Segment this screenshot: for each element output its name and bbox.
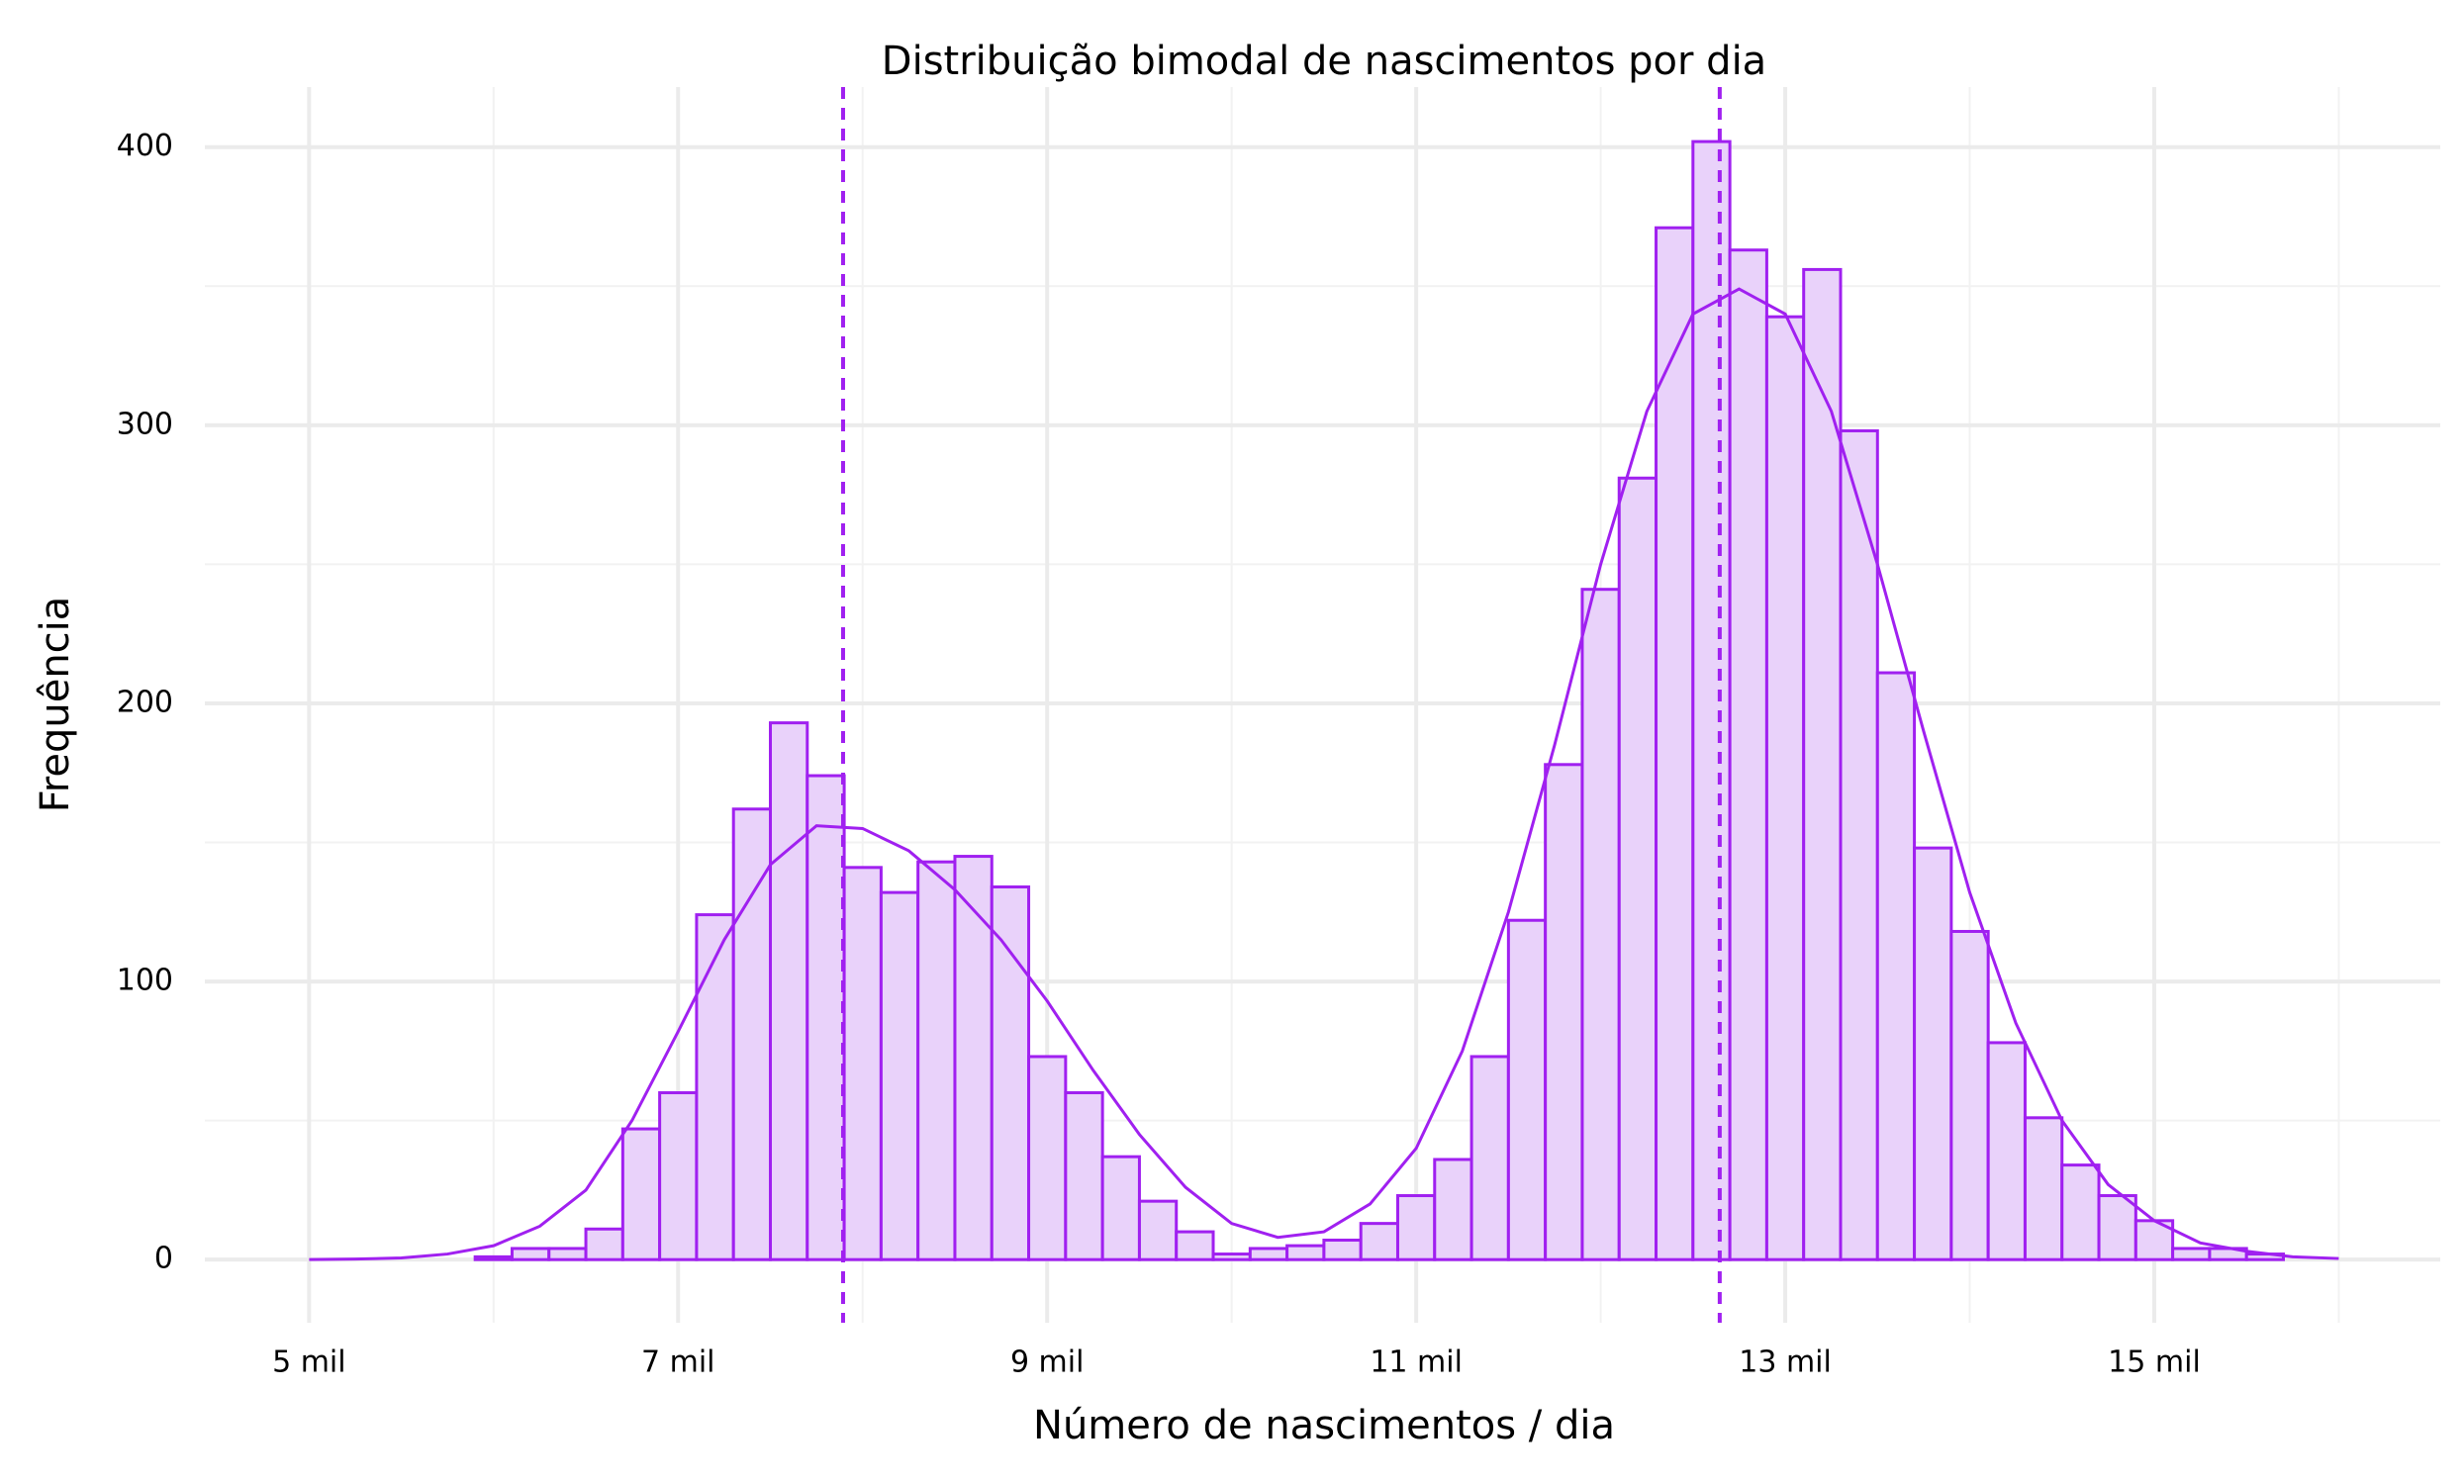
bar [1875,671,1917,1261]
bar [547,1247,588,1261]
bar [731,807,773,1261]
bar [990,884,1031,1261]
bar [1913,846,1953,1261]
x-axis-label: Número de nascimentos / dia [1033,1403,1615,1448]
bar [1285,1244,1326,1261]
bar [2171,1247,2212,1261]
y-tick-label: 100 [117,964,173,998]
y-tick-label: 400 [117,129,173,163]
bar [1839,428,1879,1261]
bar [842,866,883,1261]
bar [916,860,957,1261]
density-curve [309,287,2339,1261]
bar [1764,315,1806,1261]
bar [1211,1252,1252,1261]
bar [1580,588,1621,1261]
bar [1617,476,1658,1261]
x-tick-label: 11 mil [1370,1345,1463,1380]
bar [584,1227,624,1261]
y-tick-label: 0 [154,1242,173,1276]
y-axis-label: Frequência [33,597,78,813]
x-tick-label: 5 mil [272,1345,346,1380]
bar [1949,929,1990,1261]
bar [1359,1222,1399,1261]
bar [879,890,920,1261]
y-tick-label: 200 [117,685,173,719]
bar [1100,1155,1141,1261]
bar [1027,1055,1068,1261]
x-tick-label: 15 mil [2108,1345,2201,1380]
bar [953,855,994,1261]
bar [695,913,735,1261]
bar [1986,1041,2027,1261]
bar [2097,1194,2137,1261]
bar [1506,918,1548,1261]
bar [769,721,809,1261]
bar [1469,1055,1510,1261]
bar [1802,267,1843,1261]
grid [205,87,2440,1323]
x-tick-label: 13 mil [1739,1345,1832,1380]
bar [1322,1239,1363,1261]
chart-title: Distribuição bimodal de nascimentos por … [882,39,1766,84]
bar [658,1091,699,1261]
bar [1691,139,1732,1261]
bar [620,1127,662,1261]
bar [1728,248,1768,1261]
bar [1544,763,1584,1261]
bar [1137,1199,1179,1261]
bar [1175,1230,1215,1261]
plot [309,87,2339,1323]
bar [806,774,846,1261]
bar [1433,1158,1473,1261]
bar [2023,1116,2064,1261]
x-tick-label: 7 mil [641,1345,715,1380]
y-tick-label: 300 [117,407,173,441]
bar [1064,1091,1104,1261]
bar [1395,1194,1437,1261]
bar [473,1254,514,1261]
bar [1248,1247,1289,1261]
x-tick-label: 9 mil [1010,1345,1085,1380]
bar [2060,1163,2101,1261]
bar [510,1247,551,1261]
